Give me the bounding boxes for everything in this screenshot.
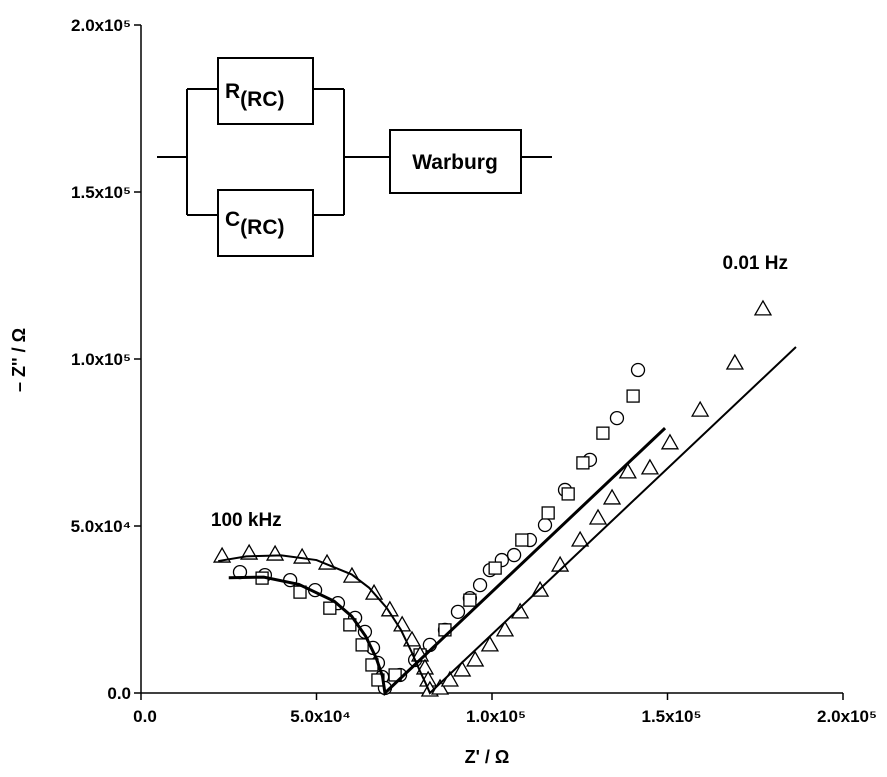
point xyxy=(510,602,530,619)
x-tick-label: 1.0x10⁵ xyxy=(466,707,526,726)
point xyxy=(618,462,637,479)
circuit-label-main: C xyxy=(225,208,240,231)
point xyxy=(472,577,488,593)
point xyxy=(537,517,553,533)
point xyxy=(343,618,357,632)
circuit-label-sub: (RC) xyxy=(240,216,284,239)
y-tick-label: 1.5x10⁵ xyxy=(71,183,131,202)
circuit-label-sub: (RC) xyxy=(240,88,284,111)
circuit-label: R(RC) xyxy=(225,80,285,111)
point xyxy=(626,389,640,403)
circuit-diagram xyxy=(157,57,552,257)
point xyxy=(630,362,646,378)
point xyxy=(466,650,485,667)
x-tick-label: 1.5x10⁵ xyxy=(642,707,702,726)
point xyxy=(588,508,608,525)
point xyxy=(488,561,502,575)
point xyxy=(640,458,660,475)
point xyxy=(570,530,590,547)
x-tick-label: 2.0x10⁵ xyxy=(817,707,877,726)
point xyxy=(576,456,590,470)
point xyxy=(660,433,680,450)
point xyxy=(515,533,529,547)
point xyxy=(292,547,312,564)
point xyxy=(602,488,622,505)
point xyxy=(212,546,232,563)
point xyxy=(609,410,625,426)
y-tick-label: 2.0x10⁵ xyxy=(71,16,131,35)
point xyxy=(463,593,477,607)
point xyxy=(480,635,500,652)
annotation: 0.01 Hz xyxy=(723,253,788,274)
point xyxy=(323,601,337,615)
point xyxy=(453,660,472,677)
y-axis-label: – Z'' / Ω xyxy=(9,328,29,392)
point xyxy=(541,506,555,520)
x-tick-label: 5.0x10⁴ xyxy=(290,707,350,726)
circuit-label-main: R xyxy=(225,80,240,103)
y-tick-label: 1.0x10⁵ xyxy=(71,350,131,369)
point xyxy=(380,600,399,617)
y-tick-label: 0.0 xyxy=(107,684,131,703)
point xyxy=(561,487,575,501)
point xyxy=(388,668,402,682)
circuit-label: C(RC) xyxy=(225,208,285,239)
circuit-label: Warburg xyxy=(412,151,498,174)
point xyxy=(691,400,710,417)
fit-line xyxy=(228,427,667,697)
annotation: 100 kHz xyxy=(211,510,282,531)
x-axis-label: Z' / Ω xyxy=(465,747,510,767)
point xyxy=(725,353,745,370)
x-tick-label: 0.0 xyxy=(133,707,157,726)
point xyxy=(596,426,610,440)
point xyxy=(450,604,466,619)
point xyxy=(265,544,285,561)
point xyxy=(506,547,522,563)
fit-line xyxy=(218,346,797,695)
point xyxy=(495,620,515,637)
point xyxy=(355,638,369,652)
point xyxy=(753,299,773,316)
y-tick-label: 5.0x10⁴ xyxy=(71,517,131,536)
point xyxy=(415,658,435,675)
